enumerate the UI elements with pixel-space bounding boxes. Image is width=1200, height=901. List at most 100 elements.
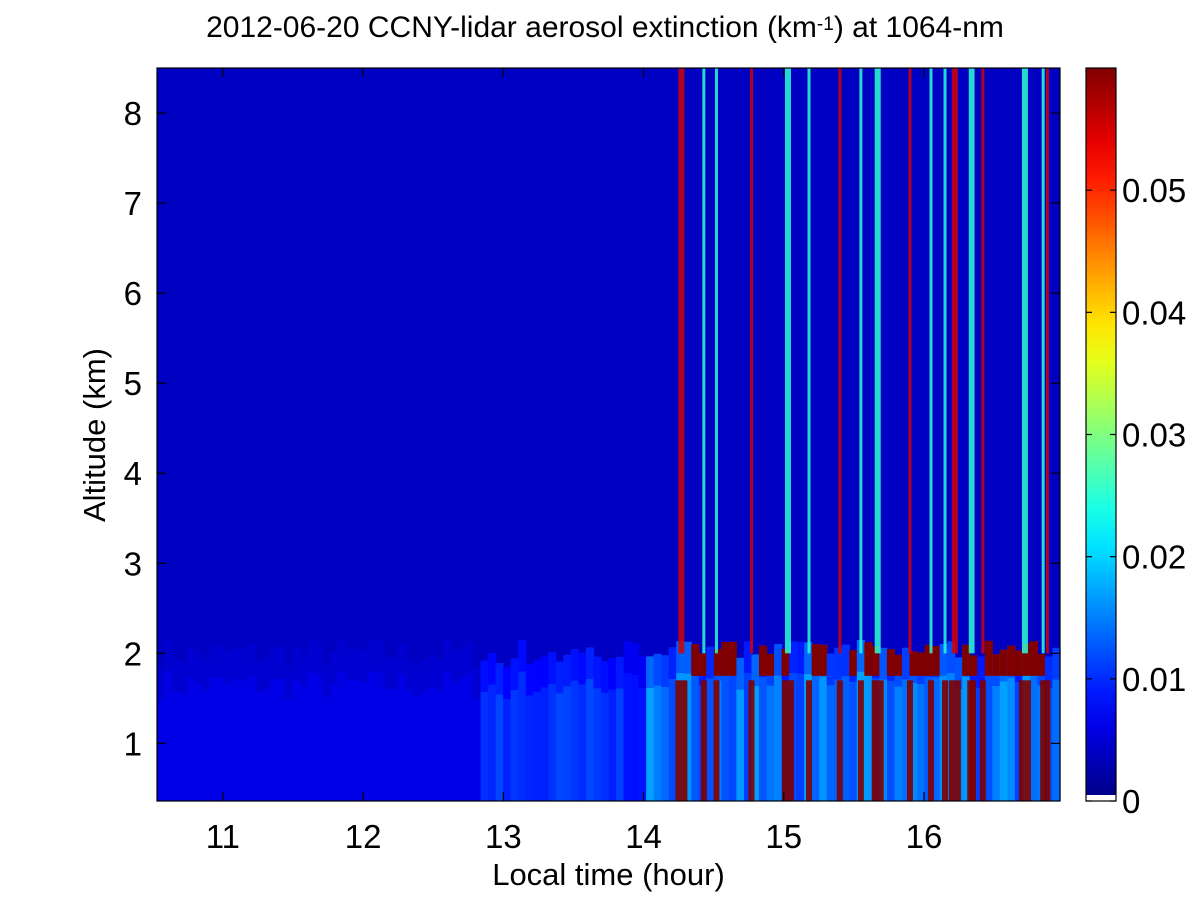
heatmap-cell [465, 672, 474, 801]
y-tick-label: 1 [124, 725, 142, 762]
heatmap-cell [337, 639, 346, 672]
heatmap-cell [585, 647, 595, 679]
heatmap-cell [917, 652, 926, 676]
heatmap-cell [209, 645, 218, 677]
x-tick-label: 12 [345, 818, 382, 855]
heatmap-cell [555, 693, 564, 801]
heatmap-cell [750, 68, 754, 654]
heatmap-cell [874, 68, 881, 654]
heatmap-cell [412, 695, 421, 801]
heatmap-cell [1044, 656, 1054, 688]
heatmap-cell [1007, 677, 1016, 801]
colorbar-tick-label: 0.04 [1122, 294, 1186, 331]
chart-title-prefix: 2012-06-20 CCNY-lidar aerosol extinction… [206, 11, 817, 44]
heatmap-cell [473, 698, 482, 801]
heatmap-cell [736, 689, 745, 801]
heatmap-cell [928, 680, 934, 801]
heatmap-cell [981, 68, 985, 654]
heatmap-cell [713, 649, 722, 676]
heatmap-cell [979, 680, 986, 801]
heatmap-cell [1022, 643, 1031, 676]
heatmap-cell [984, 672, 993, 801]
heatmap-cell [992, 685, 1001, 801]
heatmap-cell [593, 688, 602, 801]
heatmap-cell [239, 649, 248, 681]
y-tick-label: 5 [124, 365, 142, 402]
heatmap-cell [585, 678, 595, 801]
heatmap-cell [458, 677, 467, 801]
heatmap-cell [781, 680, 794, 801]
heatmap-cell [375, 671, 384, 801]
heatmap-cell [646, 687, 655, 801]
heatmap-cell [232, 679, 241, 801]
heatmap-cell [721, 641, 730, 676]
heatmap-cell [510, 658, 519, 690]
heatmap-cell [488, 684, 497, 801]
heatmap-cell [224, 651, 233, 684]
heatmap-cell [743, 672, 753, 801]
heatmap-cell [977, 656, 986, 688]
heatmap-cell [345, 647, 354, 679]
heatmap-cell [947, 641, 956, 673]
heatmap-cell [909, 682, 918, 801]
heatmap-cell [330, 652, 339, 685]
heatmap-cell [901, 679, 911, 801]
heatmap-cell [450, 683, 459, 801]
heatmap-cell [943, 68, 947, 654]
heatmap-cell [631, 674, 640, 801]
heatmap-cell [683, 673, 692, 801]
heatmap-cell [390, 690, 399, 801]
heatmap-cell [841, 644, 850, 677]
heatmap-cell [172, 691, 181, 801]
heatmap-cell [345, 678, 354, 801]
heatmap-cell [678, 68, 685, 654]
heatmap-cell [442, 671, 452, 801]
heatmap-cell [871, 680, 884, 801]
colorbar-tick-label: 0.01 [1122, 661, 1186, 698]
heatmap-cell [691, 644, 700, 676]
heatmap-cell [683, 641, 692, 674]
heatmap-cell [277, 647, 286, 679]
heatmap-cell [397, 642, 406, 675]
heatmap-cell [488, 653, 497, 685]
heatmap-cell [971, 68, 975, 654]
colorbar-tick-label: 0.03 [1122, 417, 1186, 454]
heatmap-cell [578, 684, 587, 801]
heatmap-cell [836, 680, 843, 801]
heatmap-cell [796, 641, 805, 674]
y-tick-label: 2 [124, 635, 142, 672]
heatmap-cell [992, 654, 1001, 676]
heatmap-cell [864, 673, 873, 801]
heatmap-cell [360, 650, 369, 683]
heatmap-cell [616, 656, 625, 689]
heatmap-cell [623, 641, 632, 673]
heatmap-cell [164, 640, 173, 672]
heatmap-cell [879, 647, 888, 680]
heatmap-cell [811, 644, 820, 676]
heatmap-cell [700, 680, 707, 801]
heatmap-cell [548, 683, 557, 801]
heatmap-cell [691, 675, 700, 801]
heatmap-cell [405, 690, 414, 801]
y-axis-label: Altitude (km) [77, 348, 112, 522]
heatmap-cell [209, 676, 218, 801]
heatmap-cell [269, 678, 278, 801]
heatmap-cell [382, 688, 391, 801]
heatmap-cell [859, 68, 863, 654]
heatmap-cell [638, 687, 647, 801]
heatmap-cell [706, 646, 715, 679]
heatmap-cell [600, 661, 610, 693]
plot-area [157, 68, 1061, 801]
colorbar-tick-label: 0.05 [1122, 172, 1186, 209]
heatmap-cell [908, 68, 912, 654]
heatmap-cell [676, 641, 685, 673]
heatmap-cell [948, 680, 961, 801]
heatmap-cell [653, 685, 662, 801]
heatmap-cell [299, 685, 309, 801]
heatmap-cell [442, 639, 452, 672]
heatmap-cell [435, 691, 444, 801]
heatmap-cell [405, 658, 414, 691]
heatmap-cell [202, 658, 211, 691]
heatmap-cell [924, 644, 933, 676]
